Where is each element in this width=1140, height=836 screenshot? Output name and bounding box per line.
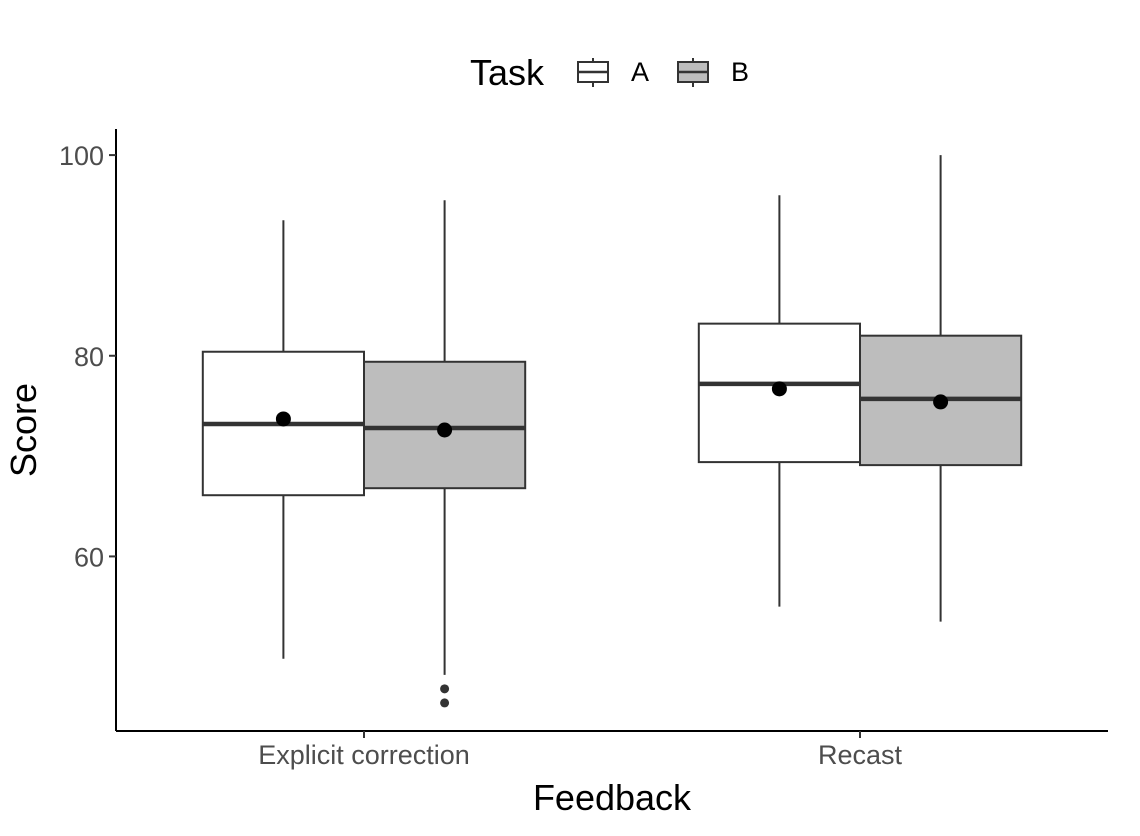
y-ticks: 60 80 100 (59, 141, 116, 572)
mean-point (771, 381, 787, 397)
y-axis-title: Score (3, 383, 44, 477)
mean-point (275, 411, 291, 427)
x-tick-label-0: Explicit correction (258, 740, 470, 770)
mean-point (933, 394, 949, 410)
legend-label-a: A (631, 57, 649, 87)
outlier-point-1 (440, 698, 450, 708)
legend: Task A B (470, 52, 749, 93)
legend-label-b: B (731, 57, 749, 87)
box-B-1 (859, 155, 1023, 622)
outlier-point-0 (440, 684, 450, 694)
mean-point (437, 422, 453, 438)
x-tick-label-1: Recast (818, 740, 903, 770)
x-ticks: Explicit correction Recast (258, 731, 903, 770)
box-A-1 (697, 195, 861, 607)
y-tick-label-0: 60 (74, 542, 104, 572)
y-tick-label-1: 80 (74, 342, 104, 372)
x-axis-title: Feedback (533, 777, 692, 818)
box-B-0 (363, 200, 527, 708)
legend-key-a (577, 58, 609, 87)
legend-title: Task (470, 52, 545, 93)
legend-key-b (677, 58, 709, 87)
y-tick-label-2: 100 (59, 141, 104, 171)
box-A-0 (201, 220, 365, 659)
box-layer (201, 155, 1023, 708)
